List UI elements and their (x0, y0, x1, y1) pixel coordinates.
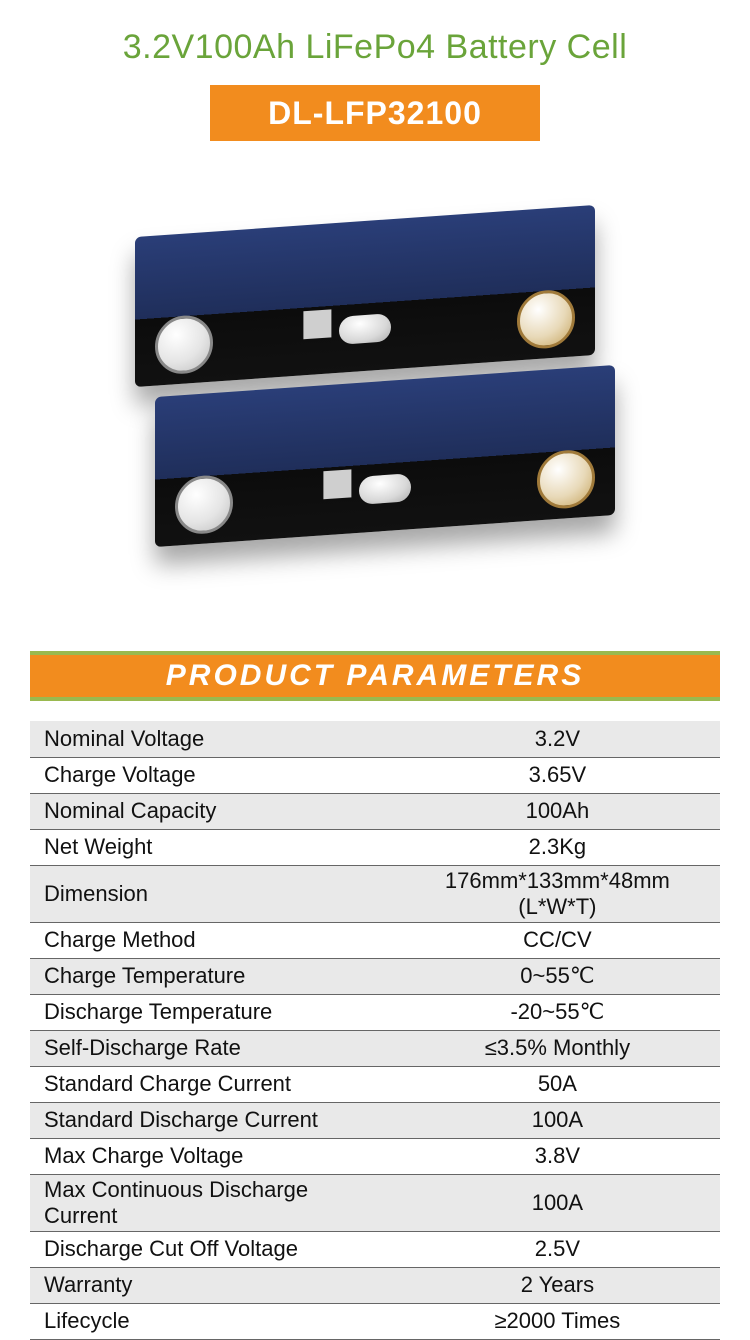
safety-vent-icon (359, 473, 411, 505)
spec-value: 100Ah (389, 793, 720, 829)
table-row: Discharge Cut Off Voltage2.5V (30, 1231, 720, 1267)
spec-label: Max Continuous Discharge Current (30, 1174, 389, 1231)
table-row: Net Weight2.3Kg (30, 829, 720, 865)
spec-label: Max Charge Voltage (30, 1138, 389, 1174)
spec-label: Dimension (30, 865, 389, 922)
spec-value: 3.65V (389, 757, 720, 793)
table-row: Max Charge Voltage3.8V (30, 1138, 720, 1174)
terminal-positive-icon (537, 448, 595, 510)
spec-value: 3.8V (389, 1138, 720, 1174)
spec-table: Nominal Voltage3.2VCharge Voltage3.65VNo… (30, 721, 720, 1340)
table-row: Charge Voltage3.65V (30, 757, 720, 793)
model-badge: DL-LFP32100 (210, 85, 540, 141)
spec-value: 2 Years (389, 1267, 720, 1303)
terminal-negative-icon (155, 314, 213, 376)
terminal-positive-icon (517, 288, 575, 350)
spec-value: -20~55℃ (389, 994, 720, 1030)
table-row: Standard Charge Current50A (30, 1066, 720, 1102)
spec-value: 2.5V (389, 1231, 720, 1267)
spec-value: 100A (389, 1174, 720, 1231)
table-row: Nominal Capacity100Ah (30, 793, 720, 829)
spec-label: Charge Voltage (30, 757, 389, 793)
spec-label: Warranty (30, 1267, 389, 1303)
spec-value: 50A (389, 1066, 720, 1102)
spec-label: Nominal Voltage (30, 721, 389, 757)
safety-vent-icon (339, 313, 391, 345)
spec-label: Discharge Cut Off Voltage (30, 1231, 389, 1267)
spec-label: Nominal Capacity (30, 793, 389, 829)
table-row: Nominal Voltage3.2V (30, 721, 720, 757)
spec-label: Self-Discharge Rate (30, 1030, 389, 1066)
spec-value: ≥2000 Times (389, 1303, 720, 1339)
battery-cell-illustration (135, 205, 595, 387)
spec-label: Charge Temperature (30, 958, 389, 994)
table-row: Discharge Temperature-20~55℃ (30, 994, 720, 1030)
spec-value: 0~55℃ (389, 958, 720, 994)
table-row: Dimension176mm*133mm*48mm (L*W*T) (30, 865, 720, 922)
product-spec-infographic: 3.2V100Ah LiFePo4 Battery Cell DL-LFP321… (0, 0, 750, 1340)
spec-value: 2.3Kg (389, 829, 720, 865)
spec-value: ≤3.5% Monthly (389, 1030, 720, 1066)
product-image (95, 181, 655, 601)
battery-cell-illustration (155, 365, 615, 547)
spec-value: 100A (389, 1102, 720, 1138)
table-row: Charge MethodCC/CV (30, 922, 720, 958)
spec-label: Lifecycle (30, 1303, 389, 1339)
spec-value: 176mm*133mm*48mm (L*W*T) (389, 865, 720, 922)
table-row: Lifecycle≥2000 Times (30, 1303, 720, 1339)
section-header: PRODUCT PARAMETERS (30, 651, 720, 701)
spec-value: CC/CV (389, 922, 720, 958)
page-title: 3.2V100Ah LiFePo4 Battery Cell (0, 28, 750, 67)
table-row: Self-Discharge Rate≤3.5% Monthly (30, 1030, 720, 1066)
spec-label: Standard Discharge Current (30, 1102, 389, 1138)
table-row: Warranty2 Years (30, 1267, 720, 1303)
spec-value: 3.2V (389, 721, 720, 757)
spec-table-body: Nominal Voltage3.2VCharge Voltage3.65VNo… (30, 721, 720, 1339)
spec-label: Standard Charge Current (30, 1066, 389, 1102)
qr-label-icon (324, 469, 352, 499)
terminal-negative-icon (175, 474, 233, 536)
qr-label-icon (304, 309, 332, 339)
spec-label: Discharge Temperature (30, 994, 389, 1030)
table-row: Max Continuous Discharge Current100A (30, 1174, 720, 1231)
table-row: Charge Temperature0~55℃ (30, 958, 720, 994)
spec-label: Net Weight (30, 829, 389, 865)
table-row: Standard Discharge Current100A (30, 1102, 720, 1138)
spec-label: Charge Method (30, 922, 389, 958)
